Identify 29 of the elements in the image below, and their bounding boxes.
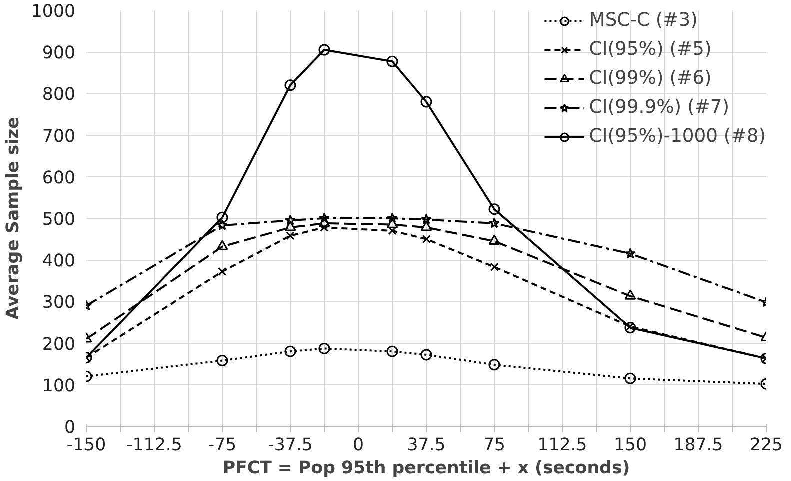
legend-label: CI(99.9%) (#7) bbox=[589, 97, 730, 118]
x-tick-label: 150 bbox=[614, 436, 648, 456]
legend-label: CI(95%)-1000 (#8) bbox=[589, 126, 766, 147]
x-tick-label: 75 bbox=[483, 436, 506, 456]
y-tick-label: 800 bbox=[42, 85, 76, 106]
y-tick-label: 600 bbox=[42, 168, 76, 188]
y-tick-label: 300 bbox=[42, 293, 76, 314]
x-tick-label: -112.5 bbox=[126, 436, 182, 456]
y-tick-label: 200 bbox=[42, 334, 76, 355]
x-tick-label: -150 bbox=[66, 436, 106, 456]
x-tick-label: 0 bbox=[352, 436, 364, 456]
legend-label: MSC-C (#3) bbox=[589, 10, 698, 31]
x-tick-label: 187.5 bbox=[674, 436, 724, 456]
y-tick-label: 1000 bbox=[31, 2, 76, 22]
legend-label: CI(95%) (#5) bbox=[589, 39, 712, 60]
x-tick-label: -37.5 bbox=[268, 436, 313, 456]
y-tick-label: 700 bbox=[42, 126, 76, 147]
legend-label: CI(99%) (#6) bbox=[589, 68, 712, 89]
x-tick-label: 112.5 bbox=[538, 436, 588, 456]
x-tick-label: 225 bbox=[750, 436, 784, 456]
y-tick-label: 400 bbox=[42, 252, 76, 272]
y-tick-label: 100 bbox=[42, 376, 76, 396]
x-tick-label: 37.5 bbox=[407, 436, 446, 456]
x-tick-label: -75 bbox=[208, 436, 237, 456]
y-tick-label: 0 bbox=[64, 418, 76, 438]
y-tick-label: 500 bbox=[42, 210, 76, 230]
y-axis-title: Average Sample size bbox=[3, 117, 24, 320]
y-tick-label: 900 bbox=[42, 44, 76, 64]
x-axis-title: PFCT = Pop 95th percentile + x (seconds) bbox=[222, 458, 630, 478]
